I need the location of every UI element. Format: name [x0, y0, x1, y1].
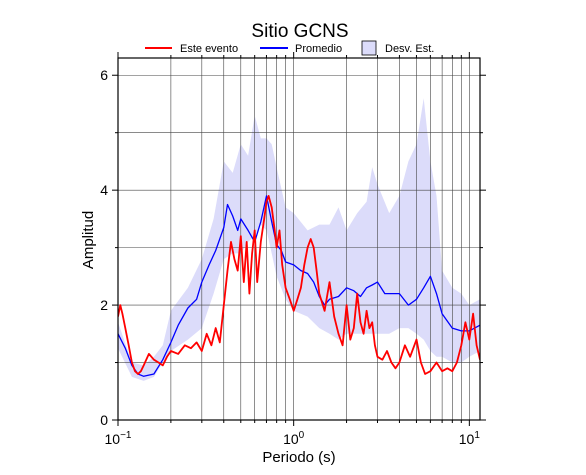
plot-frame: [117, 57, 481, 421]
std-dev-band: [118, 98, 480, 381]
legend-label-este-evento: Este evento: [180, 43, 238, 55]
y-tick-label: 0: [100, 412, 108, 428]
std-dev-band-area: [118, 98, 480, 381]
y-tick-label: 4: [100, 182, 108, 198]
x-tick-label: 101: [459, 430, 481, 447]
x-axis-label: Periodo (s): [262, 449, 335, 466]
y-tick-label: 6: [100, 67, 108, 83]
series-line-este-evento: [118, 194, 480, 375]
legend-swatch-desv-est: [361, 40, 377, 56]
series: [118, 194, 480, 377]
series-line-promedio: [118, 195, 480, 377]
chart-title: Sitio GCNS: [251, 21, 348, 42]
legend-label-promedio: Promedio: [295, 43, 342, 55]
x-tick-label: 100: [283, 430, 305, 447]
legend: Este evento Promedio Desv. Est.: [145, 40, 434, 56]
legend-label-desv-est: Desv. Est.: [385, 43, 434, 55]
y-axis-label: Amplitud: [80, 211, 97, 269]
grid: [117, 58, 480, 420]
x-tick-label: 10−1: [105, 430, 132, 447]
y-tick-label: 2: [100, 297, 108, 313]
